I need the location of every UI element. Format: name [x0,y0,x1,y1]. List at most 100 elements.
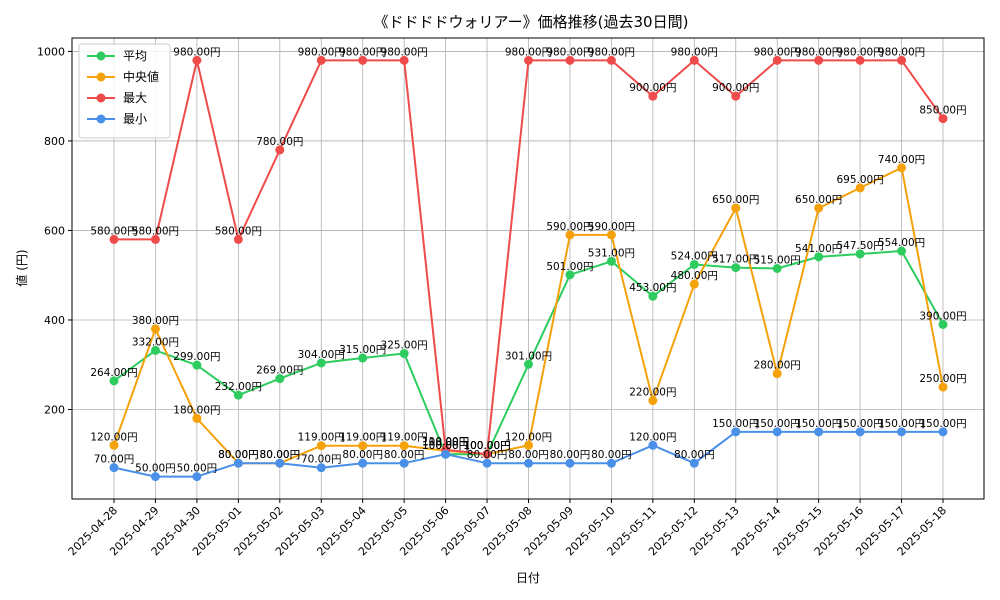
x-axis-label: 日付 [516,571,540,585]
data-point [938,319,948,329]
data-label: 590.00円 [546,221,593,233]
data-label: 980.00円 [381,46,428,58]
data-label: 980.00円 [836,46,883,58]
data-point [897,427,907,437]
data-point [814,203,824,213]
data-point [441,449,451,459]
data-label: 180.00円 [173,404,220,416]
data-label: 150.00円 [836,418,883,430]
data-point [938,382,948,392]
data-label: 120.00円 [629,431,676,443]
data-point [606,458,616,468]
data-label: 80.00円 [260,449,301,461]
data-point [772,427,782,437]
data-label: 531.00円 [588,247,635,259]
series-layer [109,55,948,482]
data-point [897,246,907,256]
data-label: 80.00円 [384,449,425,461]
data-point [524,55,533,65]
y-tick-label: 400 [44,314,65,327]
data-label: 580.00円 [132,225,179,237]
data-label: 650.00円 [712,194,759,206]
data-label: 304.00円 [298,349,345,361]
data-point [150,345,160,355]
data-label: 900.00円 [629,82,676,94]
data-label: 590.00円 [588,221,635,233]
data-point [855,249,865,259]
data-label: 50.00円 [177,463,218,475]
data-label: 108.00円 [422,437,469,449]
data-label: 380.00円 [132,315,179,327]
data-point [772,264,782,273]
data-label: 100.00円 [422,440,469,452]
data-label: 110.00円 [422,436,469,448]
data-label: 80.00円 [674,449,715,461]
y-tick-label: 200 [44,403,65,416]
legend-swatch-marker [96,93,106,103]
data-point [109,463,119,473]
data-point [731,91,741,101]
data-label: 232.00円 [215,381,262,393]
data-label: 150.00円 [754,418,801,430]
data-point [731,427,741,437]
legend-swatch-marker [96,72,106,82]
data-label: 980.00円 [339,46,386,58]
data-label: 580.00円 [90,225,137,237]
data-point [150,234,160,244]
data-point [897,163,907,173]
data-label: 269.00円 [256,365,303,377]
data-label: 980.00円 [505,46,552,58]
data-label: 980.00円 [298,46,345,58]
data-label: 980.00円 [795,46,842,58]
y-axis: 200 400 600 800 1000 [37,45,72,416]
data-label: 70.00円 [94,454,135,466]
data-label: 780.00円 [256,136,303,148]
data-label: 50.00円 [135,463,176,475]
data-point [731,263,741,273]
data-label: 900.00円 [712,82,759,94]
data-label: 547.50円 [836,240,883,252]
data-label: 695.00円 [836,174,883,186]
data-point [192,472,202,482]
data-point [316,358,326,368]
y-tick-label: 800 [44,135,65,148]
data-point [938,114,948,124]
data-point [150,324,160,334]
data-point [648,91,658,101]
data-label: 980.00円 [173,46,220,58]
data-point [814,427,824,437]
data-point [689,259,699,269]
data-label: 150.00円 [878,418,925,430]
data-point [109,234,119,244]
data-label: 80.00円 [218,449,259,461]
data-label: 515.00円 [754,255,801,267]
data-point [938,427,948,437]
data-label: 220.00円 [629,387,676,399]
data-point [565,458,575,468]
data-point [233,234,243,244]
data-label: 325.00円 [381,340,428,352]
legend-box [78,43,171,139]
data-point [316,441,326,451]
data-label: 980.00円 [754,46,801,58]
data-point [814,252,824,262]
data-label: 264.00円 [90,367,137,379]
data-label: 541.00円 [795,243,842,255]
data-label: 80.00円 [467,449,508,461]
data-point [897,55,907,65]
legend-swatch-marker [96,114,106,124]
data-point [606,55,616,65]
data-point [358,441,368,451]
data-labels: 264.00円 332.00円 299.00円 232.00円 269.00円 304.0… [90,46,966,474]
data-label: 80.00円 [550,449,591,461]
data-point [648,440,658,450]
data-label: 299.00円 [173,351,220,363]
data-label: 850.00円 [919,105,966,117]
data-label: 80.00円 [342,449,383,461]
data-label: 453.00円 [629,282,676,294]
data-label: 501.00円 [546,261,593,273]
data-label: 580.00円 [215,225,262,237]
data-label: 332.00円 [132,336,179,348]
